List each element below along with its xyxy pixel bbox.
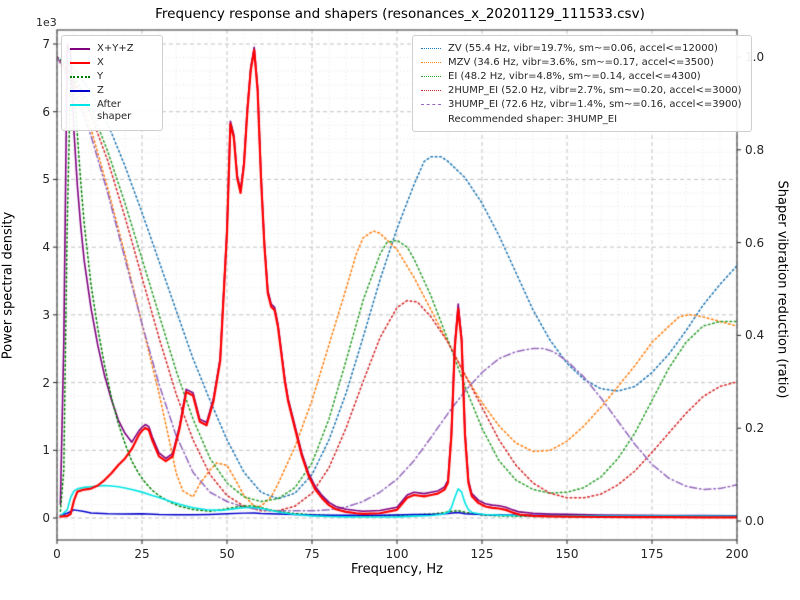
legend-label: X bbox=[97, 57, 104, 68]
legend-line-sample bbox=[421, 90, 441, 91]
legend-item: 3HUMP_EI (72.6 Hz, vibr=1.4%, sm~=0.16, … bbox=[421, 99, 743, 111]
recommended-shaper-note: Recommended shaper: 3HUMP_EI bbox=[448, 114, 618, 125]
legend-line-sample bbox=[70, 48, 90, 50]
legend-label: After shaper bbox=[97, 99, 132, 122]
legend-line-sample bbox=[421, 48, 441, 49]
legend-label: EI (48.2 Hz, vibr=4.8%, sm~=0.14, accel<… bbox=[448, 71, 701, 82]
legend-line-sample bbox=[70, 76, 90, 78]
legend-label: ZV (55.4 Hz, vibr=19.7%, sm~=0.06, accel… bbox=[448, 43, 718, 54]
legend-label: MZV (34.6 Hz, vibr=3.6%, sm~=0.17, accel… bbox=[448, 57, 714, 68]
legend-line-sample bbox=[70, 90, 90, 92]
legend-item: Y bbox=[70, 71, 154, 83]
legend-item: 2HUMP_EI (52.0 Hz, vibr=2.7%, sm~=0.20, … bbox=[421, 85, 743, 97]
chart-title: Frequency response and shapers (resonanc… bbox=[155, 6, 645, 22]
x-axis-label: Frequency, Hz bbox=[350, 562, 444, 577]
legend-item: EI (48.2 Hz, vibr=4.8%, sm~=0.14, accel<… bbox=[421, 71, 743, 83]
legend-psd: X+Y+Z X Y Z After shaper bbox=[61, 35, 163, 131]
legend-item: Z bbox=[70, 85, 154, 97]
legend-label: Z bbox=[97, 85, 104, 96]
legend-item: After shaper bbox=[70, 99, 154, 123]
y-axis-label-left: Power spectral density bbox=[0, 211, 16, 360]
y-axis-label-right: Shaper vibration reduction (ratio) bbox=[774, 180, 790, 399]
legend-line-sample bbox=[70, 62, 90, 64]
legend-line-sample bbox=[421, 62, 441, 63]
legend-label: X+Y+Z bbox=[97, 43, 134, 54]
legend-item: MZV (34.6 Hz, vibr=3.6%, sm~=0.17, accel… bbox=[421, 57, 743, 69]
legend-line-sample bbox=[70, 104, 90, 106]
legend-label: 3HUMP_EI (72.6 Hz, vibr=1.4%, sm~=0.16, … bbox=[448, 99, 742, 110]
legend-item: X bbox=[70, 57, 154, 69]
legend-label: 2HUMP_EI (52.0 Hz, vibr=2.7%, sm~=0.20, … bbox=[448, 85, 742, 96]
legend-line-sample bbox=[421, 76, 441, 77]
legend-item: ZV (55.4 Hz, vibr=19.7%, sm~=0.06, accel… bbox=[421, 43, 743, 55]
legend-line-sample bbox=[421, 104, 441, 105]
legend-item: X+Y+Z bbox=[70, 43, 154, 55]
legend-label: Y bbox=[97, 71, 104, 82]
y-axis-offset-text: 1e3 bbox=[36, 16, 57, 29]
legend-shapers: ZV (55.4 Hz, vibr=19.7%, sm~=0.06, accel… bbox=[412, 35, 752, 132]
